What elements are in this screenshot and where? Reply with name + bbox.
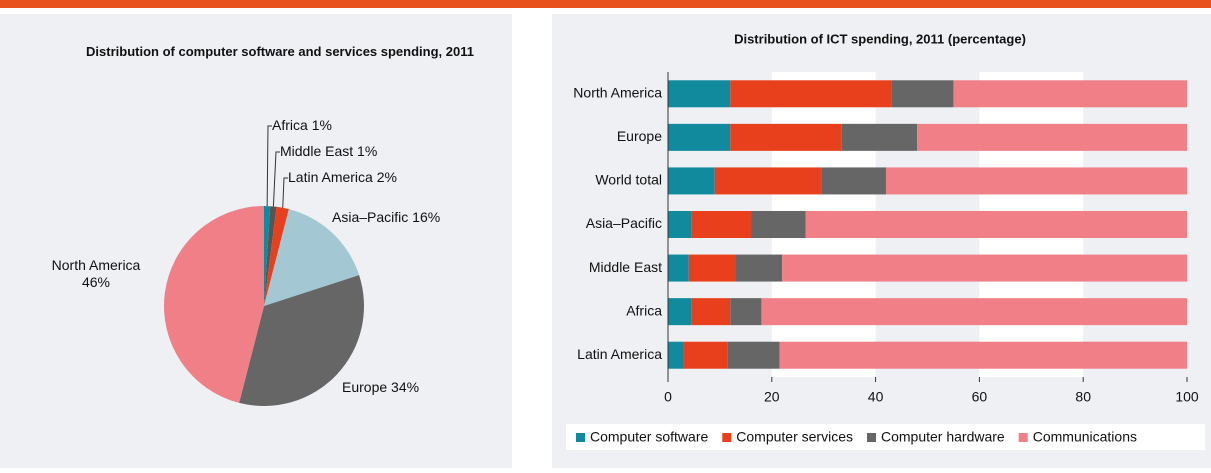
legend-swatch: [1018, 433, 1028, 442]
x-tick-label: 80: [1075, 389, 1091, 405]
legend-label: Communications: [1033, 429, 1137, 445]
bar-segment: [917, 123, 1187, 151]
bar-segment: [779, 341, 1187, 369]
slice-name: North America: [52, 257, 141, 273]
bar-segment: [668, 341, 684, 369]
pie-title-box: Distribution of computer software and se…: [86, 44, 474, 59]
slice-value: 1%: [312, 117, 332, 133]
slice-value: 1%: [357, 143, 377, 159]
slice-value: 46%: [82, 274, 110, 290]
x-tick-label: 40: [868, 389, 884, 405]
bar-segment: [668, 167, 715, 195]
x-tick-label: 20: [764, 389, 780, 405]
bar-segment: [735, 254, 783, 282]
x-tick-label: 0: [664, 389, 672, 405]
y-tick-label: Latin America: [577, 346, 662, 362]
leader-line: [266, 125, 272, 207]
bar-segment: [751, 211, 806, 238]
bar-segment: [761, 298, 1187, 326]
y-tick-label: Africa: [626, 302, 662, 318]
bar-segment: [691, 211, 752, 238]
bar-segment: [668, 123, 731, 151]
pie-slice: [264, 206, 289, 306]
pie-slice: [239, 275, 364, 406]
bar-segment: [727, 341, 780, 369]
bar-title: Distribution of ICT spending, 2011 (perc…: [734, 31, 1026, 46]
y-tick-label: Europe: [617, 128, 662, 144]
leader-line: [272, 151, 280, 207]
legend-swatch: [576, 433, 585, 442]
bar-segment: [688, 254, 736, 282]
legend-swatch: [866, 433, 876, 442]
slice-label: Europe 34%: [342, 379, 419, 395]
bar-segment: [668, 211, 692, 238]
slice-label: Middle East 1%: [280, 143, 377, 159]
bar-segment: [885, 167, 1187, 195]
bar-segment: [668, 298, 692, 326]
pie-slice: [264, 209, 360, 306]
bar-segment: [891, 80, 954, 108]
slice-label: Africa 1%: [272, 117, 332, 133]
slice-name: Europe: [342, 379, 387, 395]
y-tick-label: Asia–Pacific: [586, 215, 662, 231]
slice-label: North America 46%: [52, 257, 141, 290]
pie-slice: [264, 206, 277, 306]
slice-label: Asia–Pacific 16%: [332, 209, 440, 225]
bar-segment: [953, 80, 1187, 108]
bar-segment: [730, 80, 892, 108]
bar-segment: [841, 123, 918, 151]
bar-segment: [730, 123, 842, 151]
bar-segment: [691, 298, 731, 326]
slice-name: Africa: [272, 117, 308, 133]
top-bar: [0, 0, 1211, 8]
slice-name: Asia–Pacific: [332, 209, 408, 225]
x-tick-label: 60: [972, 389, 988, 405]
bar-segment: [683, 341, 728, 369]
leader-line: [282, 177, 288, 208]
legend-bg: [566, 424, 1205, 450]
slice-name: Middle East: [280, 143, 353, 159]
y-tick-label: World total: [595, 172, 662, 188]
pie-slice: [264, 206, 271, 306]
legend-label: Computer software: [590, 429, 708, 445]
bar-segment: [714, 167, 822, 195]
bar-segment: [668, 254, 689, 282]
slice-value: 34%: [391, 379, 419, 395]
legend-swatch: [722, 433, 732, 442]
slice-value: 2%: [377, 169, 397, 185]
y-tick-label: North America: [573, 84, 662, 100]
bar-segment: [805, 211, 1187, 238]
legend-label: Computer services: [736, 429, 853, 445]
x-tick-label: 100: [1175, 389, 1199, 405]
slice-name: Latin America: [288, 169, 373, 185]
bar-segment: [730, 298, 762, 326]
pie-slice: [164, 206, 264, 403]
slice-value: 16%: [412, 209, 440, 225]
slice-label: Latin America 2%: [288, 169, 397, 185]
bar-segment: [821, 167, 886, 195]
y-tick-label: Middle East: [589, 259, 662, 275]
legend-label: Computer hardware: [881, 429, 1005, 445]
pie-title: Distribution of computer software and se…: [86, 44, 474, 59]
bar-segment: [668, 80, 731, 108]
bar-segment: [782, 254, 1187, 282]
